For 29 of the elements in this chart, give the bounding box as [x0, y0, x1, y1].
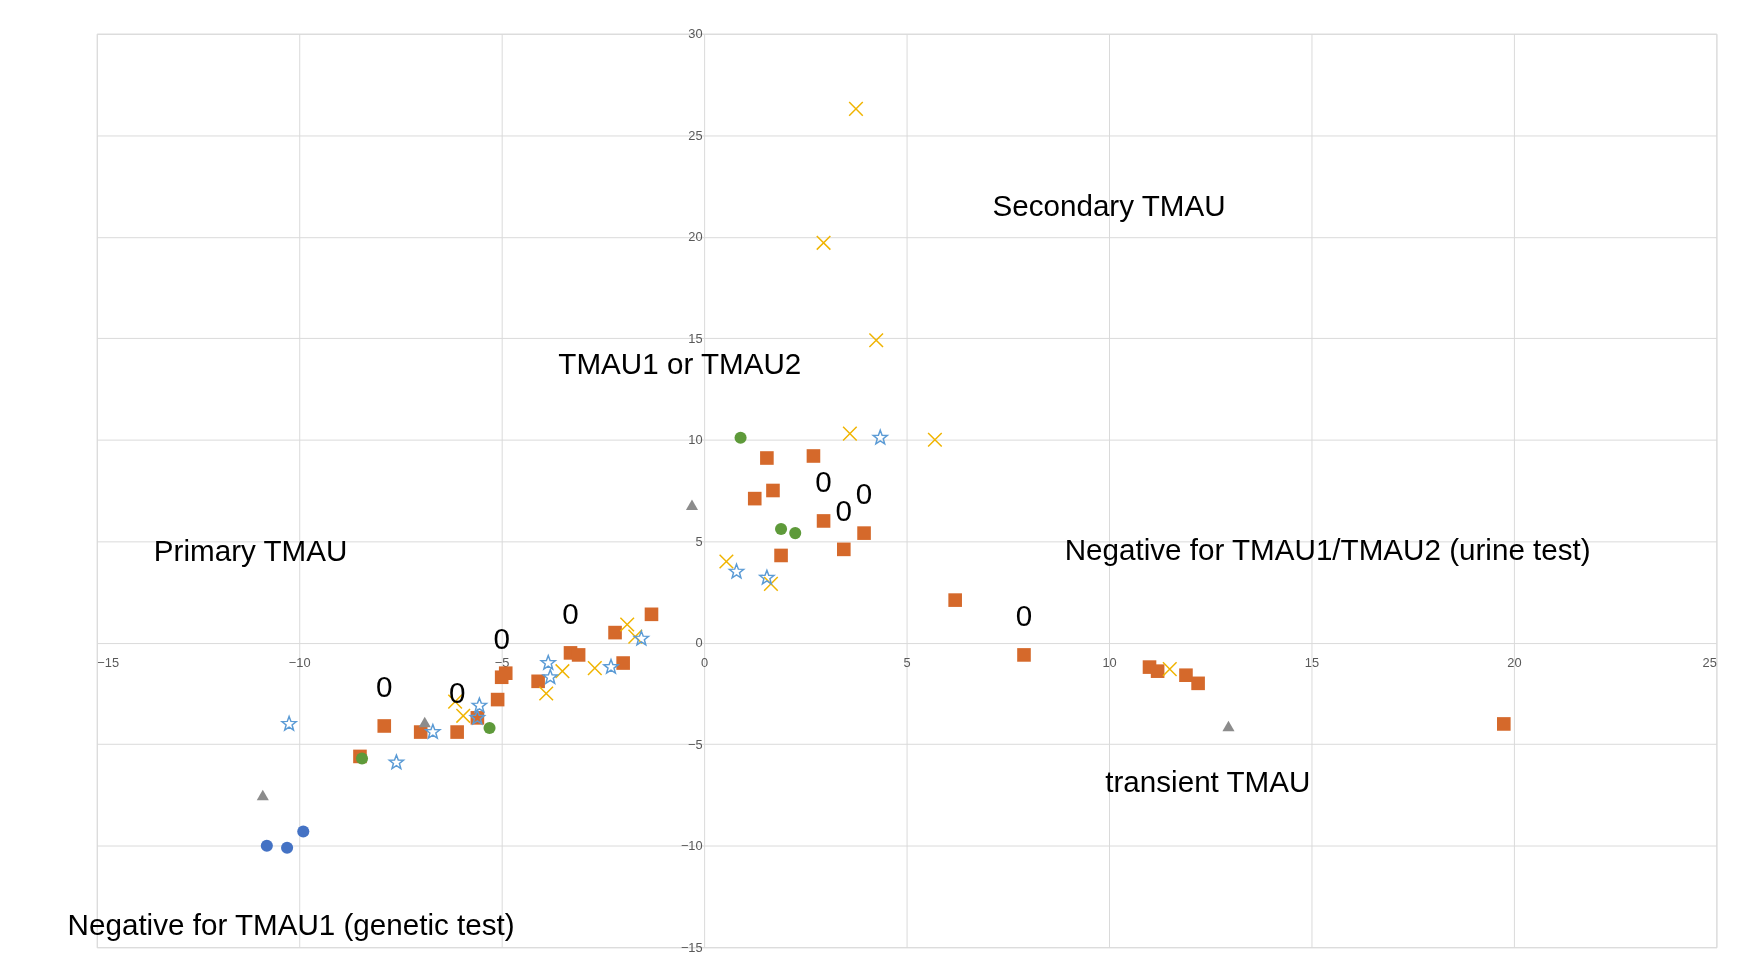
x-tick-label: 20	[1507, 654, 1522, 670]
x-tick-label: 5	[903, 654, 911, 670]
annotation: transient TMAU	[1105, 764, 1311, 798]
y-tick-label: −15	[680, 939, 703, 955]
x-tick-label: −15	[97, 654, 120, 670]
y-tick-label: 30	[688, 26, 703, 42]
annotation: 0	[815, 465, 832, 499]
annotation: Negative for TMAU1 (genetic test)	[67, 908, 515, 942]
annotation: 0	[562, 597, 579, 631]
y-tick-label: 10	[688, 432, 703, 448]
annotation: Primary TMAU	[153, 533, 348, 567]
y-tick-label: 5	[695, 533, 703, 549]
x-tick-label: 25	[1702, 654, 1717, 670]
y-tick-label: 20	[688, 229, 703, 245]
annotation: TMAU1 or TMAU2	[558, 347, 802, 381]
x-tick-label: 10	[1102, 654, 1117, 670]
y-tick-label: 0	[695, 635, 703, 651]
y-tick-label: 25	[688, 127, 703, 143]
annotation: 0	[835, 493, 853, 527]
y-tick-label: −10	[680, 838, 703, 854]
x-tick-label: 15	[1304, 654, 1320, 670]
y-tick-label: 15	[688, 330, 703, 346]
annotation: 0	[1015, 599, 1033, 633]
annotation: Secondary TMAU	[992, 189, 1226, 223]
x-tick-label: −10	[288, 654, 311, 670]
annotation: 0	[855, 477, 873, 511]
x-tick-label: −5	[494, 654, 510, 670]
annotation: Negative for TMAU1/TMAU2 (urine test)	[1064, 532, 1591, 566]
y-tick-label: −5	[688, 736, 703, 752]
